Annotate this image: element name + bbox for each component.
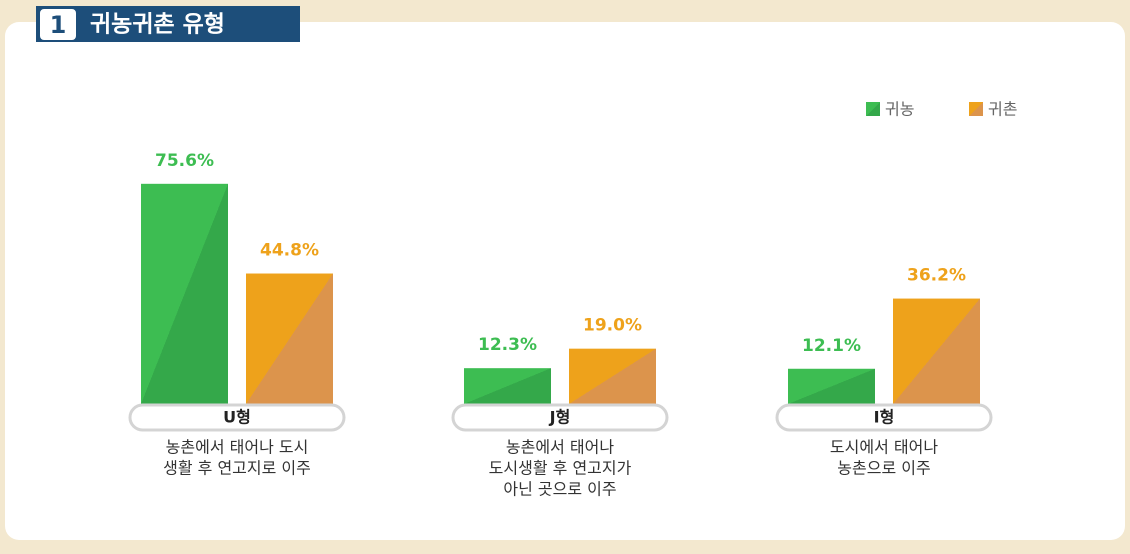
category-description: 도시생활 후 연고지가 xyxy=(489,459,632,478)
legend-swatch xyxy=(969,102,983,116)
category-description: 농촌으로 이주 xyxy=(837,459,930,478)
bar xyxy=(246,273,333,404)
bar xyxy=(464,368,551,404)
bar xyxy=(141,183,228,404)
category-description: 아닌 곳으로 이주 xyxy=(503,480,616,499)
legend-label: 귀농 xyxy=(885,100,914,119)
category-description: 도시에서 태어나 xyxy=(830,438,938,457)
value-label: 19.0% xyxy=(583,316,642,336)
x-tick-label: J형 xyxy=(549,408,571,427)
x-tick-label: I형 xyxy=(874,408,895,427)
value-label: 36.2% xyxy=(907,266,966,286)
category-pill xyxy=(775,403,993,432)
title-bar xyxy=(36,6,300,42)
bar xyxy=(569,348,656,404)
legend-swatch xyxy=(866,102,880,116)
category-pill xyxy=(128,403,346,432)
x-tick-label: U형 xyxy=(223,408,251,427)
chart-title: 귀농귀촌 유형 xyxy=(90,12,225,38)
bar xyxy=(893,298,980,404)
category-description: 농촌에서 태어나 도시 xyxy=(166,438,309,457)
bar xyxy=(788,368,875,404)
category-description: 생활 후 연고지로 이주 xyxy=(163,459,311,478)
category-pill xyxy=(451,403,669,432)
category-description: 농촌에서 태어나 xyxy=(506,438,614,457)
value-label: 75.6% xyxy=(155,151,214,171)
legend-label: 귀촌 xyxy=(988,100,1017,119)
value-label: 12.3% xyxy=(478,335,537,355)
value-label: 44.8% xyxy=(260,241,319,261)
badge xyxy=(38,7,78,42)
value-label: 12.1% xyxy=(802,336,861,356)
section-number: 1 xyxy=(50,11,67,39)
